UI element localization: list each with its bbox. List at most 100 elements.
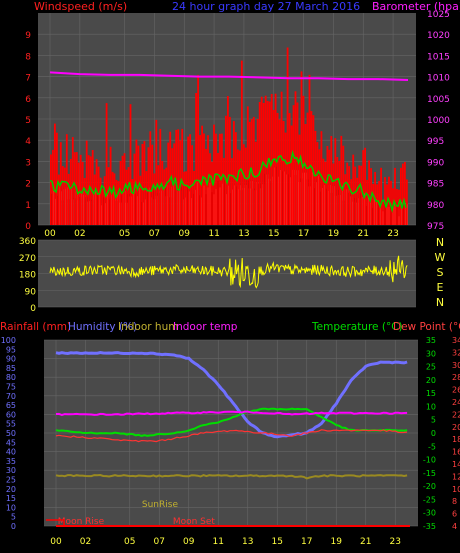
wind-bar [50, 154, 52, 225]
annotation-moon-rise: Moon Rise [58, 517, 105, 527]
wind-x-tick: 05 [119, 229, 130, 239]
temperature-x-tick: 05 [124, 537, 135, 547]
wind-bar [246, 106, 249, 225]
wind-bar [211, 161, 213, 225]
indoor-y-tick: 18 [452, 435, 460, 444]
wind-x-tick: 00 [44, 229, 56, 239]
wind-bar [223, 157, 225, 225]
wind-y-tick: 8 [25, 52, 31, 62]
barometer-label: Barometer (hpa) [372, 0, 460, 13]
indoor-y-tick: 6 [452, 510, 457, 519]
humidity-y-tick: 90 [6, 355, 16, 364]
wind-bar [258, 102, 261, 225]
wind-bar [284, 132, 287, 225]
wind-bar [328, 149, 331, 225]
legend-dewpoint: Dew Point (°C) [393, 321, 460, 333]
wind-bar [298, 134, 301, 225]
wind-bar [330, 136, 333, 225]
wind-bar [209, 153, 211, 225]
wind-bar [63, 167, 66, 225]
wind-bar [155, 119, 158, 225]
wind-bar [326, 146, 329, 225]
humidity-y-tick: 35 [6, 457, 16, 466]
wind-x-tick: 17 [298, 229, 309, 239]
compass-letter: N [436, 236, 444, 249]
indoor-y-tick: 32 [452, 348, 460, 357]
wind-y-tick: 6 [25, 95, 31, 105]
baro-y-tick: 1000 [427, 116, 450, 126]
indoor-y-tick: 26 [452, 386, 460, 395]
compass-letter: S [437, 266, 444, 279]
compass-letter: W [435, 251, 446, 264]
wind-bar [238, 150, 241, 225]
humidity-y-ticks: 1009590858075706560555045403530252015105… [1, 336, 16, 531]
baro-y-tick: 1020 [427, 31, 450, 41]
wind-bar [111, 171, 114, 225]
wind-x-ticks: 00 02 05 07 09 11 13 15 17 19 21 23 [44, 229, 399, 239]
baro-y-tick: 1005 [427, 95, 450, 105]
wind-bar [85, 140, 88, 225]
wind-bar [159, 128, 162, 225]
humidity-y-tick: 40 [6, 448, 16, 457]
wind-bar [400, 167, 402, 225]
wind-bar [99, 177, 102, 225]
wind-bar [344, 174, 347, 225]
wind-bar [181, 128, 184, 225]
wind-bar [360, 165, 363, 225]
wind-bar [368, 160, 370, 225]
wind-bar [390, 180, 392, 225]
wind-bar [101, 188, 104, 225]
humidity-y-tick: 25 [6, 476, 16, 485]
temperature-y-tick: 30 [426, 349, 436, 358]
wind-bar [167, 142, 170, 225]
wind-x-tick: 15 [268, 229, 279, 239]
wind-x-tick: 11 [208, 229, 219, 239]
wind-bar [115, 179, 118, 225]
wind-y-tick: 1 [25, 201, 31, 211]
wind-x-tick: 23 [387, 229, 398, 239]
indoor-y-tick: 16 [452, 448, 460, 457]
wind-bar [119, 160, 122, 225]
annotation-sunrise: SunRise [142, 500, 179, 510]
wind-bar [282, 121, 285, 225]
wind-bar [107, 167, 110, 225]
wind-bar [109, 146, 112, 225]
wind-bar [221, 133, 223, 225]
wind-bar [336, 157, 339, 225]
temperature-x-tick: 07 [154, 537, 165, 547]
direction-y-tick: 270 [19, 254, 36, 264]
wind-y-ticks: 9 8 7 6 5 4 3 2 1 0 [25, 31, 31, 232]
wind-bar [324, 161, 327, 225]
wind-bar [183, 171, 186, 225]
wind-bar [404, 162, 406, 225]
wind-bar [290, 125, 293, 225]
indoor-y-tick: 8 [452, 497, 457, 506]
wind-bar [254, 141, 257, 225]
wind-bar [175, 129, 178, 225]
wind-bar [141, 144, 144, 225]
wind-bar [240, 60, 243, 225]
wind-x-tick: 09 [179, 229, 191, 239]
legend-indoor-hum: Indoor hum [118, 321, 178, 333]
legend-indoor-temp: Indoor temp [173, 321, 238, 333]
wind-bar [213, 124, 215, 225]
wind-y-tick: 3 [25, 158, 31, 168]
baro-y-tick: 995 [427, 137, 444, 147]
wind-bar [334, 138, 337, 225]
temperature-x-tick: 00 [50, 537, 62, 547]
wind-bar [127, 167, 130, 225]
humidity-y-tick: 30 [6, 466, 16, 475]
wind-bar [242, 144, 245, 225]
wind-bar [121, 155, 124, 225]
wind-bar [117, 181, 120, 225]
direction-y-tick: 0 [30, 304, 36, 314]
baro-y-tick: 990 [427, 158, 444, 168]
temperature-y-tick: 20 [426, 376, 436, 385]
humidity-y-tick: 55 [6, 420, 16, 429]
wind-bar [382, 199, 384, 225]
baro-y-tick: 1025 [427, 10, 450, 20]
wind-bar [56, 132, 58, 225]
temperature-y-tick: -10 [423, 456, 436, 465]
humidity-y-tick: 100 [1, 336, 16, 345]
